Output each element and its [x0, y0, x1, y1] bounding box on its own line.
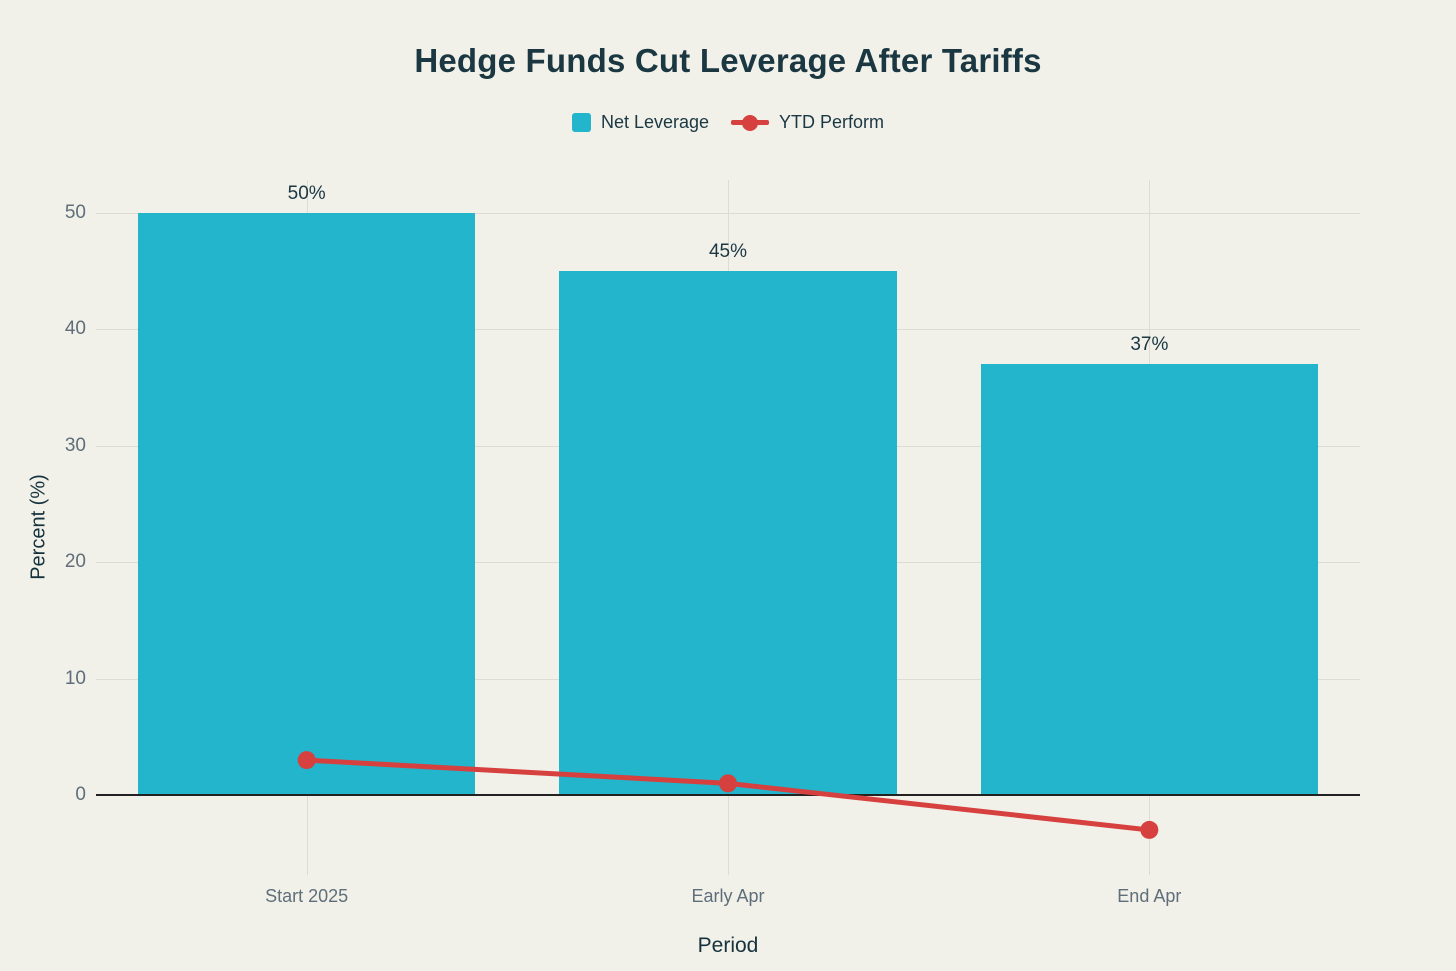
x-tick-label: Early Apr: [691, 886, 765, 906]
bar-early-apr: [559, 271, 897, 795]
legend-label-ytd-perform: YTD Perform: [779, 112, 885, 132]
bar-swatch-icon: [571, 113, 591, 132]
x-tick-mark: [1149, 795, 1151, 875]
legend-item-ytd-perform: YTD Perform: [731, 112, 884, 133]
y-tick-label: 10: [64, 667, 86, 689]
legend-item-net-leverage: Net Leverage: [571, 112, 710, 133]
y-tick-label: 40: [64, 318, 86, 340]
x-axis-title: Period: [697, 934, 759, 957]
chart-title: Hedge Funds Cut Leverage After Tariffs: [414, 42, 1042, 79]
legend: Net Leverage YTD Perform: [0, 112, 1456, 133]
legend-label-net-leverage: Net Leverage: [600, 112, 710, 132]
bar-value-label: 45%: [708, 241, 748, 263]
y-tick-label: 50: [64, 202, 86, 223]
x-axis-line: [96, 794, 1360, 796]
x-tick-label: End Apr: [1117, 886, 1182, 906]
y-tick-label: 0: [75, 784, 86, 805]
bar-end-apr: [980, 364, 1318, 795]
bar-value-label: 37%: [1130, 334, 1169, 356]
line-dot-marker-icon: [731, 113, 770, 132]
y-tick-label: 30: [64, 434, 86, 456]
x-tick-mark: [306, 795, 308, 875]
y-tick-label: 20: [64, 551, 86, 573]
x-tick-mark: [728, 795, 729, 875]
y-axis-title: Percent (%): [27, 474, 50, 580]
bar-start-2025: [138, 213, 476, 795]
bar-value-label: 50%: [287, 183, 326, 204]
x-tick-label: Start 2025: [265, 886, 349, 906]
